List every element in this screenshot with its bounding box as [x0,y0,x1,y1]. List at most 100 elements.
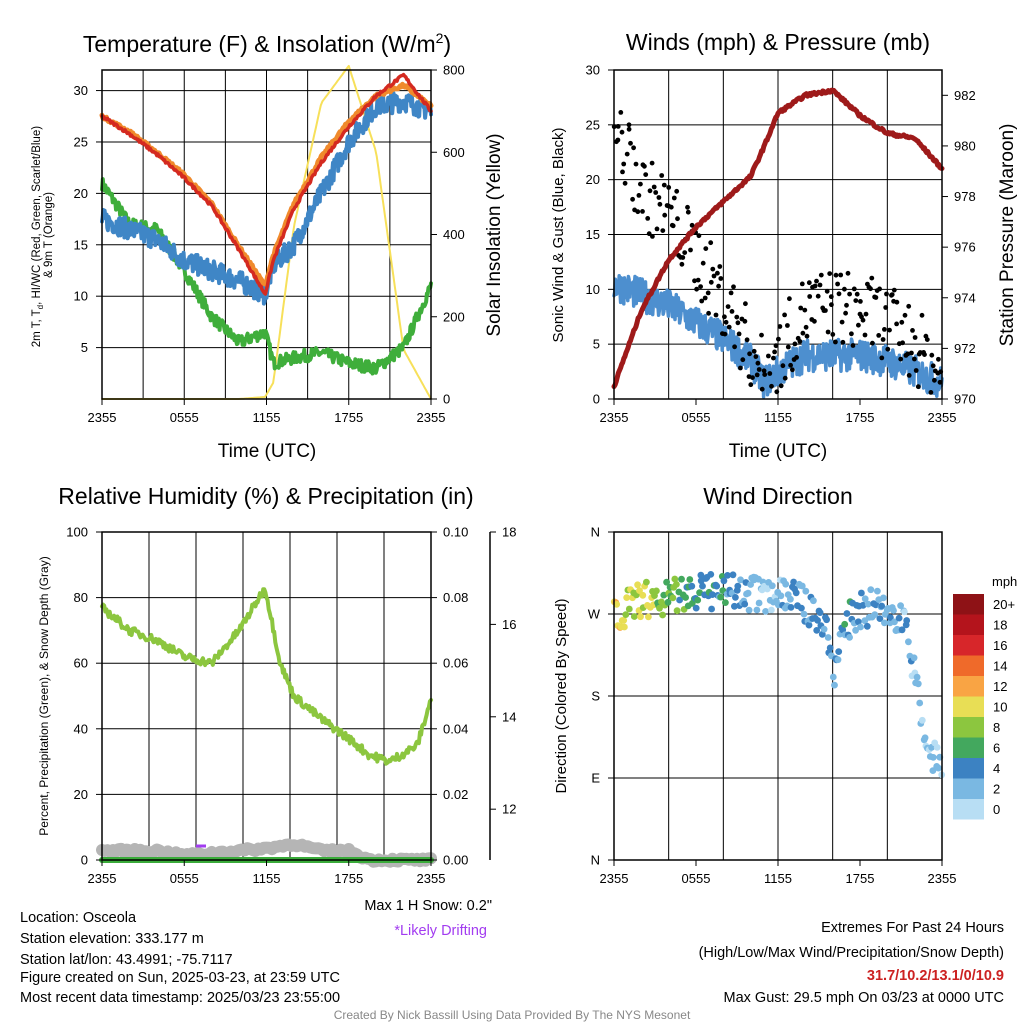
gust-point [675,216,680,222]
gust-point [660,228,666,234]
direction-point [747,581,754,588]
direction-point [864,600,872,608]
y-tick-label: 10 [74,289,88,304]
gust-point [802,307,808,313]
direction-point [613,601,621,608]
direction-point [855,618,862,626]
direction-point [777,592,785,600]
direction-point [763,585,771,593]
direction-point [843,610,851,617]
legend-swatch [953,635,984,656]
gust-point [731,284,736,290]
legend-label: 18 [993,618,1007,633]
gust-point [747,351,752,357]
gust-point [850,343,856,348]
elevation-text: Station elevation: 333.177 m [20,931,204,947]
direction-point [653,587,660,595]
direction-point [916,699,924,707]
direction-panel: Wind Direction 2355 0555 1155 1755 2355NESWN… [553,483,1017,886]
direction-point [826,644,834,652]
direction-point [910,654,918,662]
direction-point [732,594,739,601]
gust-point [817,282,823,288]
gust-point [630,196,635,202]
direction-point [861,595,869,603]
direction-title: Wind Direction [703,483,853,509]
direction-point [863,622,871,630]
gust-point [708,240,714,246]
gust-point [742,318,748,324]
legend-label: 10 [993,700,1007,715]
gust-point [782,312,787,318]
gust-point [838,272,844,278]
gust-point [889,292,895,297]
gust-point [638,181,643,187]
gust-point [662,212,668,218]
temp-2m-line [100,72,433,296]
direction-point [659,611,666,619]
gust-point [800,330,806,336]
y-tick-label: W [588,607,601,622]
gust-point [633,161,639,167]
gust-point [628,140,633,146]
gust-point [759,332,764,338]
direction-point [881,619,888,627]
gust-point [906,303,912,309]
legend-swatch [953,594,984,615]
y2-tick-label: 972 [954,341,976,356]
direction-point [790,578,797,586]
gust-point [803,324,809,330]
direction-point [699,582,706,590]
direction-point [694,596,702,604]
y-tick-label: 20 [586,172,600,187]
x-tick-label: 2355 [88,871,117,886]
direction-point [643,578,650,586]
direction-point [835,648,843,655]
speed-legend: mph 20+ 18 16 14 12 10 8 6 4 2 0 [953,574,1017,820]
legend-label: 20+ [993,597,1015,612]
gust-point [906,373,912,378]
gust-point [762,372,768,377]
gust-point [636,193,642,198]
y2-tick-label: 600 [443,145,465,160]
humidity-title: Relative Humidity (%) & Precipitation (i… [58,483,473,509]
direction-point [857,623,864,631]
winds-panel: Winds (mph) & Pressure (mb) 2355 0555 1155… [550,29,1018,462]
gust-point [780,363,786,369]
y2-tick-label: 978 [954,189,976,204]
x-tick-label: 2355 [928,410,957,425]
gust-point [856,322,861,328]
direction-point [905,638,912,646]
gust-point [836,291,842,297]
y3-tick-label: 14 [502,709,516,724]
direction-point [831,681,838,689]
gust-point [799,281,805,287]
x-tick-label: 2355 [88,410,117,425]
gust-point [814,278,819,284]
direction-point [787,595,794,603]
gust-point [643,172,649,178]
direction-point [676,596,683,604]
direction-point [798,582,806,590]
y2-tick-label: 970 [954,392,976,407]
gust-point [830,332,836,337]
gust-point [640,209,645,214]
x-tick-label: 0555 [682,410,711,425]
direction-point [673,607,681,615]
gust-point [659,173,665,178]
gust-point [869,275,875,281]
direction-point [816,609,824,616]
gust-point [905,351,911,357]
temperature-y-label: 2m T, Td, HI/WC (Red, Green, Scarlet/Blu… [31,123,55,348]
direction-point [814,617,821,624]
gust-point [706,310,711,316]
gust-point [702,295,708,301]
legend-label: 2 [993,782,1000,797]
gust-point [631,145,636,151]
gust-point [713,312,719,318]
gust-point [750,375,755,380]
y2-tick-label: 0 [443,392,450,407]
gust-point [894,321,899,327]
gust-point [818,272,824,278]
